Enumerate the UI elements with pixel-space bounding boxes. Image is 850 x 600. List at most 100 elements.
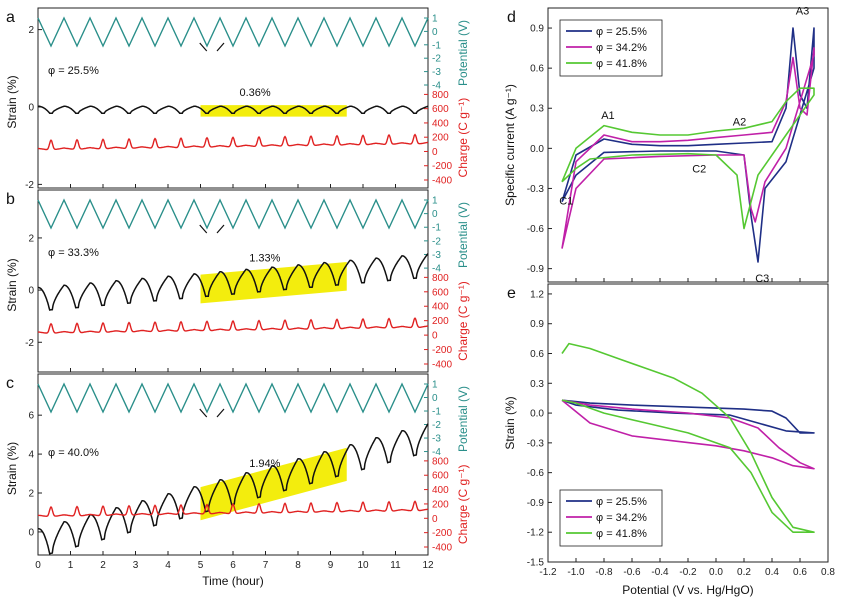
potential-tick-label-c: 0 bbox=[432, 393, 438, 404]
potential-line-b bbox=[37, 198, 429, 230]
potential-line-c bbox=[37, 382, 429, 414]
y-tick-label-d: 0.0 bbox=[530, 144, 544, 155]
charge-line-a bbox=[37, 133, 429, 151]
potential-tick-label-b: -2 bbox=[432, 236, 441, 247]
strain-line-a bbox=[38, 105, 429, 114]
strain-axis-label-a: Strain (%) bbox=[5, 75, 19, 128]
potential-x-tick-label: 0.6 bbox=[793, 567, 807, 578]
time-tick-label: 4 bbox=[165, 560, 171, 571]
panel-letter-a: a bbox=[6, 9, 15, 26]
loop-e-1 bbox=[561, 399, 815, 470]
potential-tick-label-c: -1 bbox=[432, 407, 441, 418]
y-axis-label-e: Strain (%) bbox=[503, 396, 517, 449]
arrow-mark-a bbox=[216, 42, 225, 52]
potential-axis-label-a: Potential (V) bbox=[456, 20, 470, 86]
panel-letter-d: d bbox=[507, 9, 516, 26]
y-tick-label-d: -0.3 bbox=[527, 184, 545, 195]
time-axis-label: Time (hour) bbox=[202, 574, 264, 588]
charge-tick-label-b: -200 bbox=[432, 345, 452, 356]
loop-e-2 bbox=[561, 342, 815, 534]
charge-axis-label-b: Charge (C g⁻¹) bbox=[456, 281, 470, 361]
potential-tick-label-b: -3 bbox=[432, 250, 441, 261]
potential-x-axis-label: Potential (V vs. Hg/HgO) bbox=[622, 583, 753, 597]
potential-tick-label-b: 0 bbox=[432, 209, 438, 220]
legend-label-e: φ = 34.2% bbox=[596, 512, 647, 524]
charge-tick-label-b: -400 bbox=[432, 360, 452, 371]
peak-label-C3: C3 bbox=[755, 273, 769, 285]
arrow-mark-b bbox=[216, 224, 225, 234]
potential-tick-label-b: 1 bbox=[432, 196, 438, 207]
legend-box-d bbox=[559, 19, 663, 77]
loop-e-0 bbox=[561, 399, 815, 434]
potential-axis-label-c: Potential (V) bbox=[456, 386, 470, 452]
potential-x-tick-label: 0.2 bbox=[737, 567, 751, 578]
strain-axis-label-c: Strain (%) bbox=[5, 442, 19, 495]
charge-tick-label-c: -400 bbox=[432, 543, 452, 554]
strain-tick-label-a: 2 bbox=[28, 25, 34, 36]
y-tick-label-e: 0.0 bbox=[530, 409, 544, 420]
y-tick-label-e: -0.3 bbox=[527, 438, 545, 449]
potential-tick-label-a: 0 bbox=[432, 27, 438, 38]
potential-tick-label-c: -4 bbox=[432, 447, 441, 458]
panel-letter-b: b bbox=[6, 191, 15, 208]
panel-frame-c bbox=[37, 373, 429, 556]
y-tick-label-d: 0.9 bbox=[530, 24, 544, 35]
charge-tick-label-a: 0 bbox=[432, 147, 438, 158]
charge-tick-label-b: 200 bbox=[432, 316, 449, 327]
y-tick-label-e: -0.9 bbox=[527, 498, 545, 509]
peak-label-A1: A1 bbox=[601, 110, 614, 122]
charge-tick-label-c: 0 bbox=[432, 514, 438, 525]
strain-tick-label-b: 0 bbox=[28, 286, 34, 297]
arrow-mark-c bbox=[216, 408, 225, 418]
panel-frame-a bbox=[37, 7, 429, 189]
potential-line-a bbox=[37, 16, 429, 48]
time-tick-label: 9 bbox=[328, 560, 334, 571]
y-tick-label-e: 1.2 bbox=[530, 289, 544, 300]
strain-line-b bbox=[38, 253, 429, 311]
potential-tick-label-a: -1 bbox=[432, 40, 441, 51]
panel-letter-e: e bbox=[507, 285, 516, 302]
highlight-band-b bbox=[200, 261, 347, 304]
peak-label-C2: C2 bbox=[692, 163, 706, 175]
charge-tick-label-a: 600 bbox=[432, 104, 449, 115]
potential-tick-label-c: -3 bbox=[432, 434, 441, 445]
highlight-band-c bbox=[200, 447, 347, 521]
y-tick-label-d: -0.6 bbox=[527, 224, 545, 235]
time-tick-label: 12 bbox=[422, 560, 434, 571]
y-tick-label-e: -0.6 bbox=[527, 468, 545, 479]
panel-letter-c: c bbox=[6, 375, 14, 392]
time-tick-label: 8 bbox=[295, 560, 301, 571]
arrow-mark-c bbox=[199, 408, 208, 418]
charge-tick-label-c: 400 bbox=[432, 485, 449, 496]
legend-label-d: φ = 25.5% bbox=[596, 26, 647, 38]
strain-tick-label-b: 2 bbox=[28, 233, 34, 244]
potential-x-tick-label: 0.4 bbox=[765, 567, 779, 578]
time-tick-label: 5 bbox=[198, 560, 204, 571]
strain-tick-label-b: -2 bbox=[25, 338, 34, 349]
strain-axis-label-b: Strain (%) bbox=[5, 258, 19, 311]
potential-tick-label-a: -4 bbox=[432, 81, 441, 92]
potential-x-tick-label: -1.0 bbox=[567, 567, 585, 578]
y-axis-label-d: Specific current (A g⁻¹) bbox=[503, 84, 517, 206]
legend-box-e bbox=[559, 489, 663, 547]
potential-tick-label-a: -3 bbox=[432, 67, 441, 78]
potential-tick-label-a: 1 bbox=[432, 14, 438, 25]
phi-annotation-c: φ = 40.0% bbox=[48, 447, 99, 459]
peak-label-C1: C1 bbox=[559, 195, 573, 207]
charge-axis-label-c: Charge (C g⁻¹) bbox=[456, 464, 470, 544]
charge-tick-label-a: 200 bbox=[432, 133, 449, 144]
y-tick-label-d: 0.6 bbox=[530, 64, 544, 75]
potential-tick-label-b: -1 bbox=[432, 223, 441, 234]
strain-change-label-a: 0.36% bbox=[240, 87, 271, 99]
time-tick-label: 2 bbox=[100, 560, 106, 571]
charge-tick-label-b: 600 bbox=[432, 287, 449, 298]
loop-d-2 bbox=[561, 87, 815, 230]
potential-x-tick-label: 0.0 bbox=[709, 567, 723, 578]
charge-tick-label-a: 400 bbox=[432, 118, 449, 129]
peak-label-A2: A2 bbox=[733, 117, 746, 129]
y-tick-label-d: -0.9 bbox=[527, 264, 545, 275]
arrow-mark-a bbox=[199, 42, 208, 52]
charge-line-c bbox=[37, 500, 429, 518]
strain-tick-label-a: 0 bbox=[28, 103, 34, 114]
